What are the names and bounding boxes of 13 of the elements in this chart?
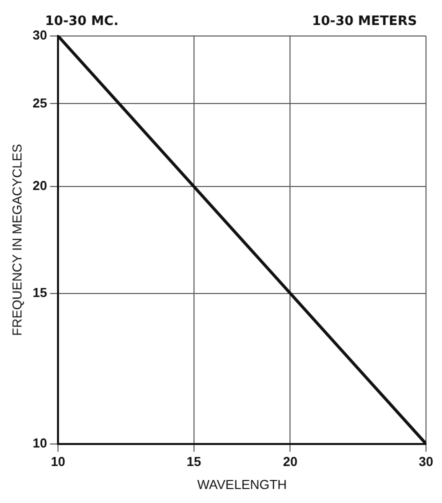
x-tick-label: 30 [418,454,434,470]
y-tick-label: 20 [32,178,48,194]
y-axis-title: FREQUENCY IN MEGACYCLES [9,144,24,336]
y-tick-label: 10 [32,435,48,450]
x-axis-title: WAVELENGTH [197,476,287,492]
y-tick-label: 30 [32,28,48,43]
y-tick-label: 25 [32,95,48,110]
y-tick-label: 15 [32,284,48,300]
text: 10-30 METERS [312,14,417,29]
text: 10-30 MC. [45,14,119,29]
x-tick-label: 15 [186,454,202,470]
x-tick-label: 10 [50,454,66,470]
x-tick-label: 20 [282,454,298,470]
